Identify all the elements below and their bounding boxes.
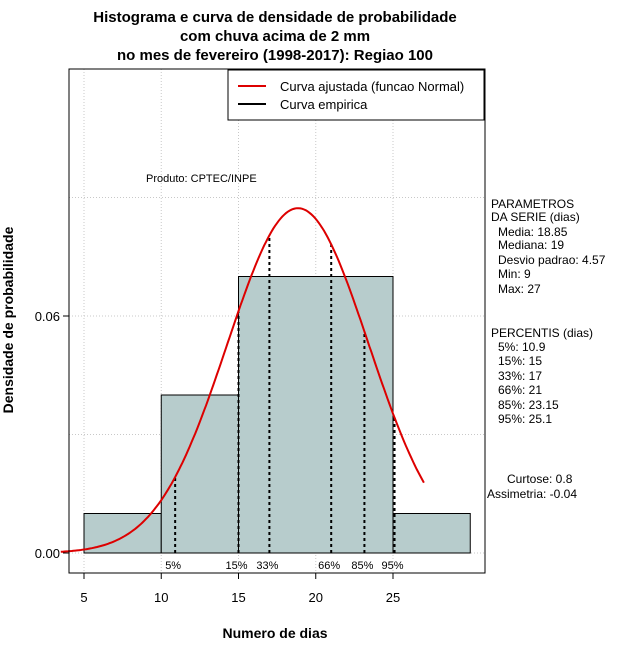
- percentile-line: 66%: 21: [498, 383, 542, 397]
- legend-label-empirical: Curva empirica: [280, 97, 368, 112]
- x-tick-label: 5: [80, 590, 87, 605]
- percentile-label: 5%: [165, 560, 181, 572]
- parameters-heading-1: PARAMETROS: [491, 197, 574, 211]
- percentile-label: 85%: [351, 560, 373, 572]
- histogram-bar: [238, 276, 394, 554]
- parameter-line: Max: 27: [498, 282, 541, 296]
- parameter-line: Desvio padrao: 4.57: [498, 253, 606, 267]
- x-tick-label: 10: [154, 590, 168, 605]
- x-tick-label: 25: [386, 590, 400, 605]
- x-axis: 5 10 15 20 25: [80, 573, 400, 605]
- histogram-bar: [160, 394, 239, 554]
- legend: Curva ajustada (funcao Normal) Curva emp…: [227, 69, 485, 121]
- normal-curve: [60, 207, 425, 553]
- plot-frame: [68, 68, 486, 574]
- kurtosis-label: Curtose: 0.8: [507, 472, 573, 486]
- parameter-line: Mediana: 19: [498, 238, 564, 252]
- percentile-label: 15%: [225, 560, 247, 572]
- legend-label-fit: Curva ajustada (funcao Normal): [280, 79, 464, 94]
- chart-title-line-2: com chuva acima de 2 mm: [180, 28, 370, 45]
- parameter-line: Min: 9: [498, 267, 531, 281]
- skewness-label: Assimetria: -0.04: [487, 487, 577, 501]
- percentile-lines: 5% 15% 33% 66% 85% 95%: [165, 235, 404, 572]
- percentile-label: 95%: [382, 560, 404, 572]
- parameter-line: Media: 18.85: [498, 225, 568, 239]
- x-tick-label: 20: [309, 590, 323, 605]
- parameters-heading-2: DA SERIE (dias): [491, 210, 580, 224]
- y-axis-title: Densidade de probabilidade: [0, 226, 16, 413]
- percentile-line: 85%: 23.15: [498, 398, 559, 412]
- chart-title-line-1: Histograma e curva de densidade de proba…: [93, 9, 456, 26]
- product-annotation: Produto: CPTEC/INPE: [146, 173, 257, 185]
- legend-box: [227, 69, 485, 121]
- parameters-panel: PARAMETROS DA SERIE (dias) Media: 18.85 …: [491, 197, 606, 296]
- percentiles-heading: PERCENTIS (dias): [491, 326, 593, 340]
- shape-stats: Curtose: 0.8 Assimetria: -0.04: [487, 472, 577, 501]
- percentile-line: 5%: 10.9: [498, 340, 546, 354]
- y-tick-label: 0.06: [35, 309, 60, 324]
- percentile-label: 66%: [318, 560, 340, 572]
- percentile-line: 15%: 15: [498, 354, 542, 368]
- percentile-label: 33%: [256, 560, 278, 572]
- y-tick-label: 0.00: [35, 546, 60, 561]
- x-axis-title: Numero de dias: [222, 625, 327, 641]
- fitted-normal-curve: [60, 207, 425, 553]
- histogram-bars: [83, 276, 471, 554]
- x-tick-label: 15: [231, 590, 245, 605]
- histogram-bar: [392, 513, 471, 554]
- percentile-line: 33%: 17: [498, 369, 542, 383]
- percentile-line: 95%: 25.1: [498, 412, 552, 426]
- y-axis: 0.00 0.06: [35, 309, 69, 561]
- percentiles-panel: PERCENTIS (dias) 5%: 10.9 15%: 15 33%: 1…: [491, 326, 593, 426]
- chart-title-line-3: no mes de fevereiro (1998-2017): Regiao …: [117, 47, 433, 64]
